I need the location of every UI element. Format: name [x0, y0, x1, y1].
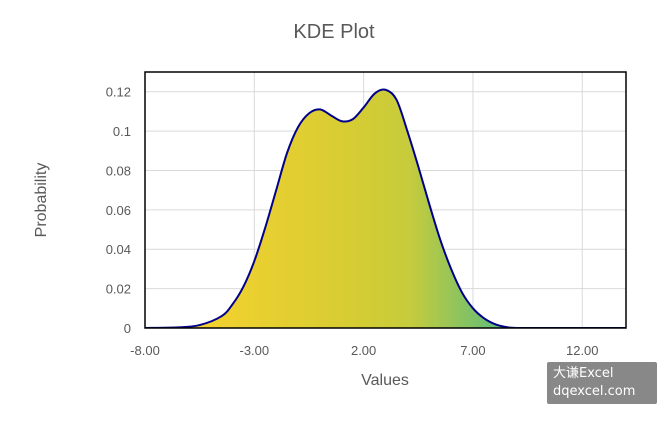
x-axis-ticks: -8.00 -3.00 2.00 7.00 12.00: [130, 343, 598, 358]
y-axis-ticks: 0 0.02 0.04 0.06 0.08 0.1 0.12: [106, 85, 131, 336]
x-tick-label: 12.00: [566, 343, 599, 358]
x-tick-label: 7.00: [460, 343, 485, 358]
watermark-line-1: 大谦Excel: [553, 366, 614, 381]
watermark-line-2: dqexcel.com: [553, 384, 636, 399]
y-tick-label: 0.08: [106, 163, 131, 178]
kde-curve-line: [145, 88, 626, 328]
y-tick-label: 0: [124, 321, 131, 336]
y-tick-label: 0.02: [106, 282, 131, 297]
area-layer: [145, 88, 626, 328]
y-tick-label: 0.12: [106, 85, 131, 100]
y-axis-label: Probability: [33, 163, 50, 238]
y-tick-label: 0.06: [106, 203, 131, 218]
chart-title: KDE Plot: [293, 21, 375, 43]
x-axis-label: Values: [361, 372, 409, 389]
x-tick-label: -3.00: [239, 343, 269, 358]
y-tick-label: 0.04: [106, 242, 131, 257]
x-tick-label: -8.00: [130, 343, 160, 358]
watermark: 大谦Excel dqexcel.com: [547, 362, 657, 404]
y-tick-label: 0.1: [113, 124, 131, 139]
x-tick-label: 2.00: [351, 343, 376, 358]
kde-area-fill: [145, 89, 626, 328]
plot-area-border: [144, 71, 627, 329]
